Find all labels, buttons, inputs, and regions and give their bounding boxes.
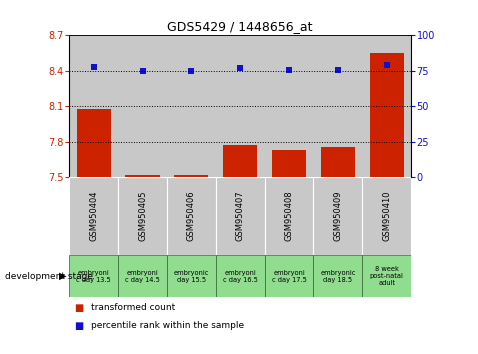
Title: GDS5429 / 1448656_at: GDS5429 / 1448656_at: [167, 20, 313, 33]
Text: percentile rank within the sample: percentile rank within the sample: [91, 321, 244, 330]
Bar: [69, 255, 118, 297]
Text: GSM950407: GSM950407: [236, 190, 245, 241]
Bar: [167, 177, 216, 255]
Text: ■: ■: [74, 321, 83, 331]
Bar: [69, 177, 118, 255]
Bar: [69, 35, 118, 177]
Bar: [362, 177, 411, 255]
Text: embryoni
c day 17.5: embryoni c day 17.5: [272, 270, 306, 282]
Bar: [216, 35, 265, 177]
Bar: [216, 177, 265, 255]
Text: GSM950410: GSM950410: [382, 191, 391, 241]
Bar: [118, 177, 167, 255]
Bar: [272, 150, 306, 177]
Point: [139, 68, 146, 74]
Bar: [321, 148, 355, 177]
Text: ▶: ▶: [59, 271, 67, 281]
Text: transformed count: transformed count: [91, 303, 175, 313]
Bar: [125, 175, 160, 177]
Bar: [223, 145, 257, 177]
Point: [334, 67, 342, 73]
Text: embryoni
c day 14.5: embryoni c day 14.5: [125, 270, 160, 282]
Bar: [174, 175, 208, 177]
Point: [383, 62, 391, 68]
Bar: [118, 255, 167, 297]
Bar: [362, 255, 411, 297]
Bar: [76, 109, 111, 177]
Text: embryonic
day 18.5: embryonic day 18.5: [320, 270, 356, 282]
Point: [285, 67, 293, 73]
Text: embryonic
day 15.5: embryonic day 15.5: [174, 270, 209, 282]
Point: [90, 64, 98, 70]
Text: GSM950405: GSM950405: [138, 191, 147, 241]
Bar: [265, 177, 314, 255]
Point: [236, 65, 244, 71]
Bar: [314, 255, 362, 297]
Bar: [167, 255, 216, 297]
Bar: [369, 53, 404, 177]
Bar: [265, 35, 314, 177]
Bar: [167, 35, 216, 177]
Text: ■: ■: [74, 303, 83, 313]
Text: development stage: development stage: [5, 272, 93, 281]
Bar: [314, 177, 362, 255]
Bar: [118, 35, 167, 177]
Bar: [362, 35, 411, 177]
Text: GSM950406: GSM950406: [187, 190, 196, 241]
Text: 8 week
post-natal
adult: 8 week post-natal adult: [369, 266, 403, 286]
Text: GSM950409: GSM950409: [333, 191, 342, 241]
Text: embryoni
c day 16.5: embryoni c day 16.5: [223, 270, 258, 282]
Text: GSM950408: GSM950408: [284, 190, 293, 241]
Bar: [216, 255, 265, 297]
Bar: [265, 255, 314, 297]
Text: GSM950404: GSM950404: [89, 191, 98, 241]
Text: embryoni
c day 13.5: embryoni c day 13.5: [76, 270, 111, 282]
Point: [187, 68, 195, 74]
Bar: [314, 35, 362, 177]
